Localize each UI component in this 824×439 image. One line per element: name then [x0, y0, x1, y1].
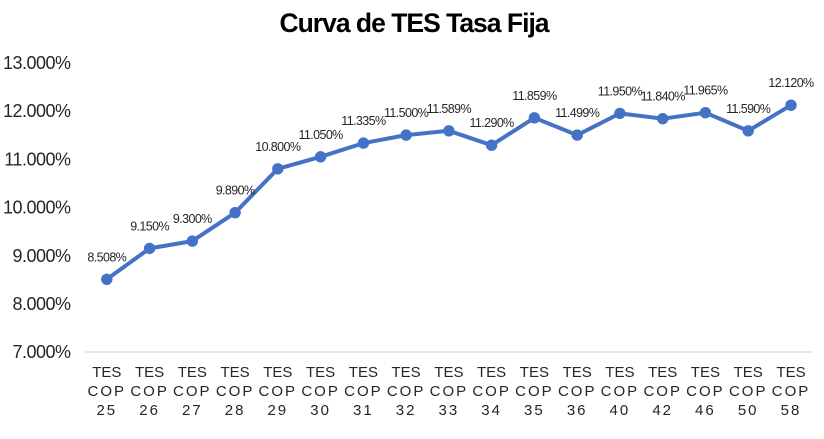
svg-text:COP: COP [643, 383, 682, 400]
svg-text:TES: TES [349, 364, 378, 381]
svg-text:11.965%: 11.965% [683, 84, 728, 98]
svg-text:TES: TES [221, 364, 250, 381]
svg-text:COP: COP [601, 383, 640, 400]
svg-text:COP: COP [344, 383, 383, 400]
svg-text:COP: COP [387, 383, 426, 400]
svg-text:TES: TES [306, 364, 335, 381]
svg-text:9.300%: 9.300% [173, 212, 212, 226]
svg-text:58: 58 [781, 402, 802, 419]
svg-text:COP: COP [515, 383, 554, 400]
svg-text:TES: TES [434, 364, 463, 381]
svg-text:COP: COP [130, 383, 169, 400]
svg-text:TES: TES [477, 364, 506, 381]
svg-text:Curva de TES Tasa Fija: Curva de TES Tasa Fija [279, 8, 549, 38]
svg-text:32: 32 [396, 402, 417, 419]
svg-text:10.000%: 10.000% [3, 198, 71, 218]
svg-text:TES: TES [605, 364, 634, 381]
svg-text:COP: COP [173, 383, 212, 400]
svg-text:TES: TES [776, 364, 805, 381]
svg-text:9.890%: 9.890% [216, 184, 255, 198]
svg-text:TES: TES [392, 364, 421, 381]
svg-text:11.950%: 11.950% [598, 84, 643, 98]
svg-text:TES: TES [520, 364, 549, 381]
svg-text:11.050%: 11.050% [298, 128, 343, 142]
svg-text:8.000%: 8.000% [12, 294, 71, 314]
svg-text:12.000%: 12.000% [3, 101, 71, 121]
svg-text:TES: TES [92, 364, 121, 381]
svg-text:11.499%: 11.499% [555, 106, 600, 120]
svg-text:COP: COP [472, 383, 511, 400]
svg-text:11.589%: 11.589% [427, 102, 472, 116]
svg-text:36: 36 [567, 402, 588, 419]
svg-text:27: 27 [182, 402, 203, 419]
svg-text:7.000%: 7.000% [12, 342, 71, 362]
svg-text:9.000%: 9.000% [12, 246, 71, 266]
svg-text:30: 30 [310, 402, 331, 419]
svg-text:COP: COP [430, 383, 469, 400]
svg-text:10.800%: 10.800% [255, 140, 301, 154]
svg-text:8.508%: 8.508% [87, 250, 126, 264]
svg-text:TES: TES [648, 364, 677, 381]
svg-text:25: 25 [96, 402, 117, 419]
svg-text:35: 35 [524, 402, 545, 419]
svg-text:33: 33 [439, 402, 460, 419]
svg-text:40: 40 [610, 402, 631, 419]
svg-text:COP: COP [772, 383, 811, 400]
svg-text:50: 50 [738, 402, 759, 419]
svg-text:12.120%: 12.120% [768, 76, 814, 90]
svg-text:COP: COP [301, 383, 340, 400]
svg-text:TES: TES [563, 364, 592, 381]
svg-text:11.590%: 11.590% [726, 102, 771, 116]
svg-text:11.290%: 11.290% [469, 116, 514, 130]
svg-text:11.859%: 11.859% [512, 89, 557, 103]
svg-text:TES: TES [263, 364, 292, 381]
svg-text:11.000%: 11.000% [4, 149, 71, 169]
svg-text:31: 31 [353, 402, 374, 419]
svg-text:11.335%: 11.335% [341, 114, 386, 128]
svg-text:11.840%: 11.840% [641, 90, 686, 104]
svg-text:TES: TES [691, 364, 720, 381]
svg-text:13.000%: 13.000% [3, 53, 71, 73]
svg-text:26: 26 [139, 402, 160, 419]
svg-text:TES: TES [135, 364, 164, 381]
svg-text:28: 28 [225, 402, 246, 419]
svg-text:29: 29 [267, 402, 288, 419]
svg-text:11.500%: 11.500% [384, 106, 429, 120]
svg-text:COP: COP [88, 383, 127, 400]
svg-text:COP: COP [216, 383, 255, 400]
svg-text:46: 46 [695, 402, 716, 419]
svg-text:34: 34 [481, 402, 502, 419]
svg-text:9.150%: 9.150% [130, 219, 169, 233]
svg-text:42: 42 [652, 402, 673, 419]
svg-text:COP: COP [259, 383, 298, 400]
svg-text:TES: TES [178, 364, 207, 381]
svg-text:COP: COP [729, 383, 768, 400]
svg-text:COP: COP [558, 383, 597, 400]
svg-text:TES: TES [734, 364, 763, 381]
svg-text:COP: COP [686, 383, 725, 400]
